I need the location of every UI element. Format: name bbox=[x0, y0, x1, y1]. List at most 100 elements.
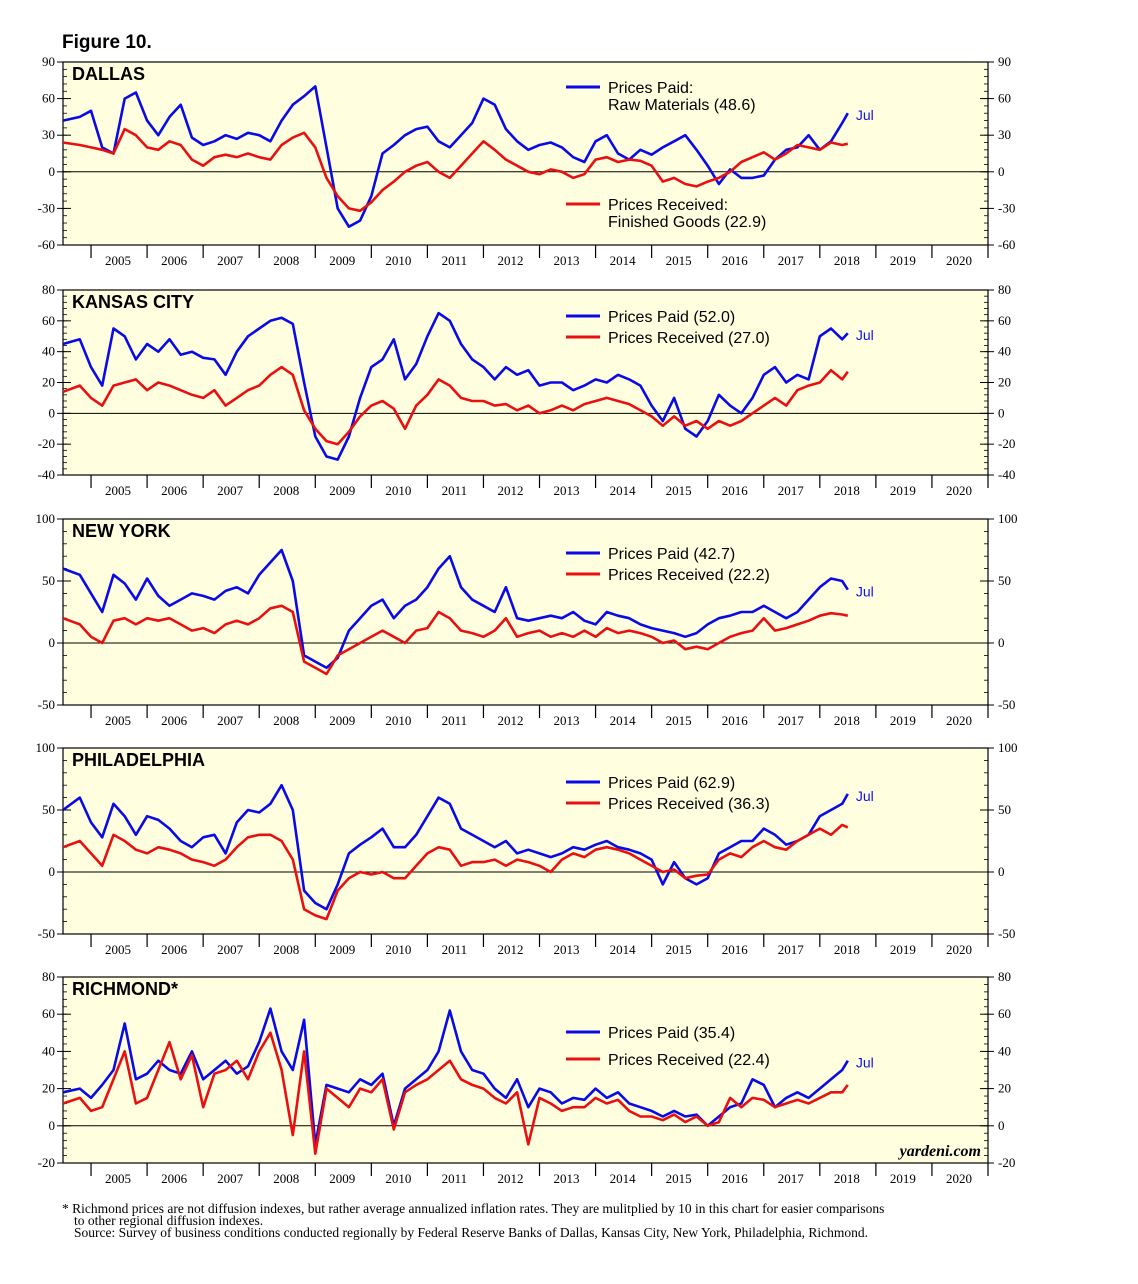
y-tick-label-right: -30 bbox=[998, 200, 1015, 215]
y-tick-label-right: 60 bbox=[998, 1006, 1011, 1021]
x-tick-label: 2018 bbox=[834, 1171, 860, 1186]
panel-new-york: 100 100 50 50 0 0 -50 -50 2005 2006 2007 2008 2009 20… bbox=[36, 511, 1018, 728]
y-tick-label-right: -40 bbox=[998, 467, 1015, 482]
x-tick-label: 2008 bbox=[273, 942, 299, 957]
panel-title: DALLAS bbox=[72, 64, 145, 84]
y-tick-label-left: 80 bbox=[42, 969, 55, 984]
x-tick-label: 2008 bbox=[273, 713, 299, 728]
x-tick-label: 2016 bbox=[722, 483, 749, 498]
y-tick-label-right: -50 bbox=[998, 697, 1015, 712]
figure-title: Figure 10. bbox=[62, 32, 152, 53]
x-tick-label: 2020 bbox=[946, 1171, 972, 1186]
x-tick-label: 2011 bbox=[442, 1171, 468, 1186]
y-tick-label-right: 20 bbox=[998, 1081, 1011, 1096]
prices-received-line bbox=[62, 823, 849, 921]
x-tick-label: 2015 bbox=[666, 483, 692, 498]
prices-received-line bbox=[62, 127, 849, 213]
footnote-richmond: * Richmond prices are not diffusion inde… bbox=[62, 1201, 885, 1216]
prices-paid-line bbox=[62, 85, 849, 228]
x-tick-label: 2008 bbox=[273, 483, 299, 498]
x-tick-label: 2017 bbox=[778, 713, 805, 728]
y-tick-label-left: 0 bbox=[49, 864, 56, 879]
x-tick-label: 2007 bbox=[217, 1171, 244, 1186]
x-tick-label: 2007 bbox=[217, 253, 244, 268]
y-tick-label-left: -20 bbox=[38, 436, 55, 451]
x-tick-label: 2016 bbox=[722, 713, 749, 728]
x-tick-label: 2006 bbox=[161, 253, 188, 268]
x-tick-label: 2019 bbox=[890, 713, 916, 728]
y-tick-label-left: 0 bbox=[49, 405, 56, 420]
y-tick-label-right: -20 bbox=[998, 1155, 1015, 1170]
x-tick-label: 2007 bbox=[217, 942, 244, 957]
legend-label-paid: Prices Paid (35.4) bbox=[608, 1025, 735, 1042]
y-tick-label-left: 80 bbox=[42, 282, 55, 297]
x-tick-label: 2008 bbox=[273, 253, 299, 268]
y-tick-label-right: 0 bbox=[998, 164, 1005, 179]
prices-paid-line bbox=[62, 783, 849, 911]
x-tick-label: 2012 bbox=[497, 713, 523, 728]
x-tick-label: 2010 bbox=[385, 942, 411, 957]
y-tick-label-right: 50 bbox=[998, 573, 1011, 588]
x-tick-label: 2012 bbox=[497, 253, 523, 268]
x-tick-label: 2020 bbox=[946, 483, 972, 498]
x-tick-label: 2009 bbox=[329, 483, 355, 498]
x-tick-label: 2016 bbox=[722, 942, 749, 957]
x-tick-label: 2010 bbox=[385, 713, 411, 728]
legend-label-received: Prices Received (36.3) bbox=[608, 796, 770, 813]
x-tick-label: 2019 bbox=[890, 253, 916, 268]
y-tick-label-left: 0 bbox=[49, 164, 56, 179]
x-tick-label: 2015 bbox=[666, 942, 692, 957]
x-tick-label: 2020 bbox=[946, 253, 972, 268]
x-tick-label: 2018 bbox=[834, 483, 860, 498]
x-tick-label: 2009 bbox=[329, 1171, 355, 1186]
legend-label-paid: Prices Paid (42.7) bbox=[608, 546, 735, 563]
y-tick-label-left: 0 bbox=[49, 1118, 56, 1133]
panel-title: KANSAS CITY bbox=[72, 292, 194, 312]
x-tick-label: 2006 bbox=[161, 1171, 188, 1186]
x-tick-label: 2014 bbox=[610, 942, 637, 957]
y-tick-label-left: 20 bbox=[42, 1081, 55, 1096]
plot-area bbox=[62, 518, 989, 706]
y-tick-label-left: 0 bbox=[49, 635, 56, 650]
y-tick-label-left: 60 bbox=[42, 91, 55, 106]
end-month-label: Jul bbox=[856, 1055, 874, 1071]
x-tick-label: 2011 bbox=[442, 253, 468, 268]
x-tick-label: 2017 bbox=[778, 483, 805, 498]
x-tick-label: 2015 bbox=[666, 253, 692, 268]
y-tick-label-left: -50 bbox=[38, 926, 55, 941]
x-tick-label: 2016 bbox=[722, 253, 749, 268]
legend-label-paid: Prices Paid (52.0) bbox=[608, 309, 735, 326]
y-tick-label-left: -40 bbox=[38, 467, 55, 482]
x-tick-label: 2011 bbox=[442, 483, 468, 498]
y-tick-label-right: 40 bbox=[998, 1043, 1011, 1058]
plot-area bbox=[62, 747, 989, 935]
y-tick-label-left: 100 bbox=[36, 511, 56, 526]
x-tick-label: 2018 bbox=[834, 713, 860, 728]
panel-title: RICHMOND* bbox=[72, 979, 178, 999]
legend-label-paid: Prices Paid: bbox=[608, 80, 693, 97]
legend-label-received: Prices Received (22.4) bbox=[608, 1052, 770, 1069]
x-tick-label: 2014 bbox=[610, 253, 637, 268]
y-tick-label-left: 40 bbox=[42, 344, 55, 359]
y-tick-label-right: 50 bbox=[998, 802, 1011, 817]
y-tick-label-left: 90 bbox=[42, 54, 55, 69]
x-tick-label: 2018 bbox=[834, 942, 860, 957]
y-tick-label-right: 80 bbox=[998, 282, 1011, 297]
y-tick-label-right: 60 bbox=[998, 313, 1011, 328]
y-tick-label-left: 40 bbox=[42, 1043, 55, 1058]
y-tick-label-right: 60 bbox=[998, 91, 1011, 106]
y-tick-label-right: 80 bbox=[998, 969, 1011, 984]
y-tick-label-right: 40 bbox=[998, 344, 1011, 359]
x-tick-label: 2014 bbox=[610, 483, 637, 498]
legend-label-paid: Prices Paid (62.9) bbox=[608, 775, 735, 792]
y-tick-label-right: 0 bbox=[998, 405, 1005, 420]
y-tick-label-right: -50 bbox=[998, 926, 1015, 941]
y-tick-label-right: 0 bbox=[998, 635, 1005, 650]
y-tick-label-right: 100 bbox=[998, 740, 1018, 755]
prices-paid-line bbox=[62, 311, 849, 461]
x-tick-label: 2013 bbox=[554, 483, 580, 498]
y-tick-label-left: -30 bbox=[38, 200, 55, 215]
